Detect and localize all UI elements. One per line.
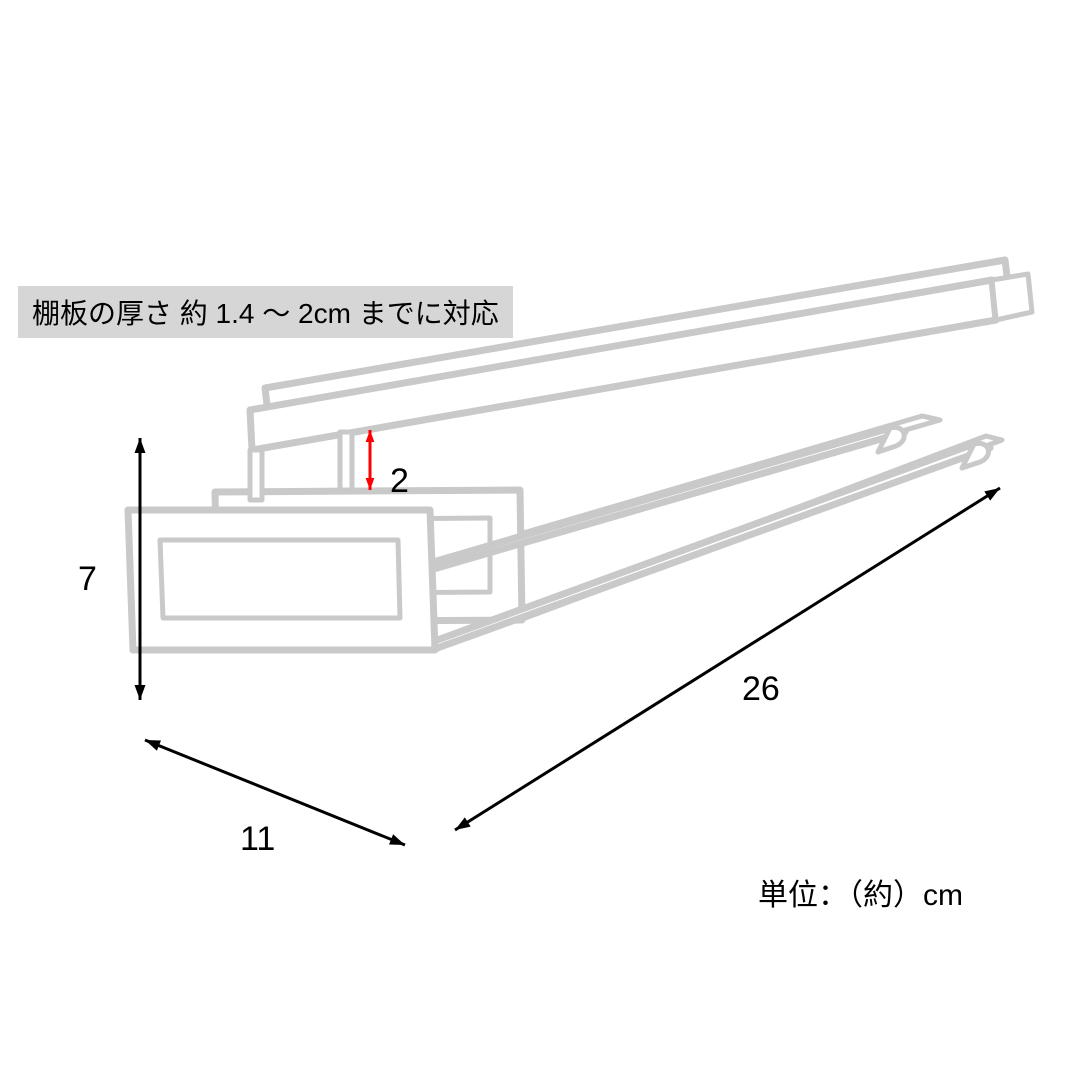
- shelf-thickness-note: 棚板の厚さ 約 1.4 ～ 2cm までに対応: [18, 286, 513, 338]
- unit-caption: 単位：（約）cm: [758, 870, 963, 914]
- height-label: 7: [78, 560, 97, 599]
- diagram-stage: 棚板の厚さ 約 1.4 ～ 2cm までに対応 7 11 26 2 単位：（約）…: [0, 0, 1080, 1080]
- unit-text: 単位：（約）cm: [758, 879, 963, 912]
- width-label: 11: [240, 820, 275, 859]
- dimension-lines: [0, 0, 1080, 1080]
- depth-label: 26: [742, 670, 780, 709]
- note-text: 棚板の厚さ 約 1.4 ～ 2cm までに対応: [32, 298, 499, 329]
- gap-label: 2: [390, 462, 409, 501]
